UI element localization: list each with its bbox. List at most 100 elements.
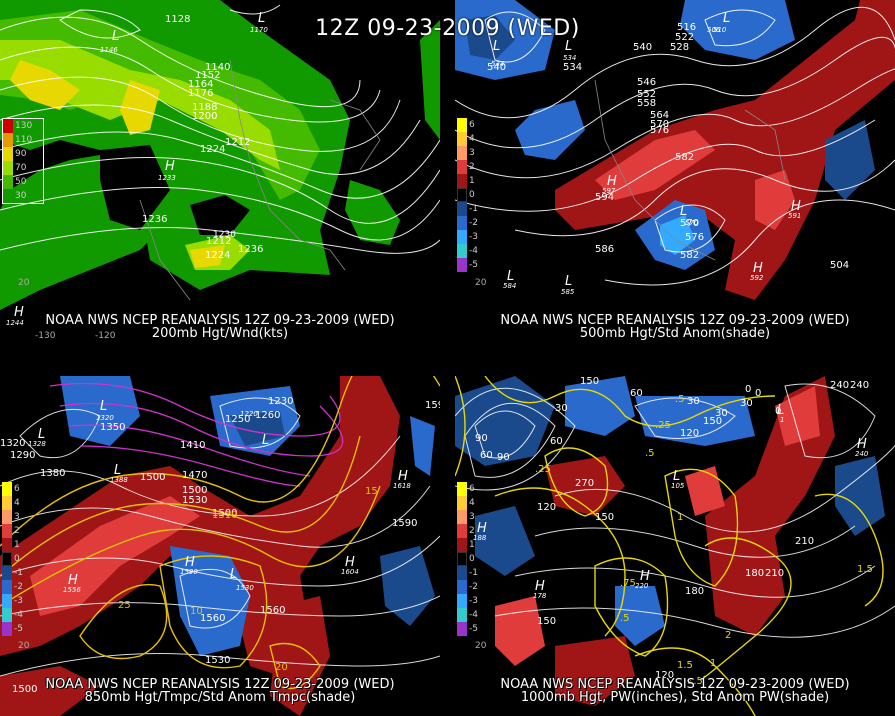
contour-label: 1590 (392, 518, 417, 529)
high-value: 178 (533, 592, 547, 600)
contour-label: 576 (685, 232, 704, 243)
contour-label: 60 (550, 436, 563, 447)
contour-label: 90 (497, 452, 510, 463)
map-850mb: 1470 1350 1320 1290 1380 1410 1470 1500 … (0, 376, 440, 716)
contour-label: 1230 (268, 396, 293, 407)
wind-shading (0, 0, 440, 310)
legend-item: 6 (2, 482, 42, 496)
low-marker: L (680, 204, 687, 219)
contour-label: 1152 (195, 70, 220, 81)
contour-label: 570 (650, 119, 669, 130)
coastlines (139, 59, 381, 301)
height-contours (455, 383, 895, 638)
coastlines (594, 79, 786, 261)
contour-label: 1212 (225, 137, 250, 148)
low-marker: L (114, 463, 121, 478)
contour-label: 528 (670, 42, 689, 53)
legend-item: 4 (457, 132, 497, 146)
longitude-label: -130 (35, 331, 56, 340)
contour-label: 1500 (12, 684, 37, 695)
legend-item: -1 (2, 566, 42, 580)
high-marker: H (640, 569, 650, 584)
contour-label: 90 (475, 433, 488, 444)
legend-item: 2 (457, 524, 497, 538)
contour-label: 150 (703, 416, 722, 427)
low-value: 1388 (110, 476, 128, 484)
low-value: 1 (780, 416, 784, 424)
contour-label: 1236 (142, 214, 167, 225)
legend-item: 4 (2, 496, 42, 510)
low-value: 105 (671, 482, 685, 490)
contour-label: 30 (740, 398, 753, 409)
legend-item: 1 (457, 174, 497, 188)
panel-1000mb: 180 150 90 60 30 60 0 30 0 120 150 180 2… (455, 376, 895, 716)
contour-label: 576 (650, 125, 669, 136)
contour-label: 270 (575, 478, 594, 489)
low-marker: L (673, 469, 680, 484)
panel-caption-line2: 1000mb Hgt, PW(inches), Std Anom PW(shad… (520, 690, 830, 705)
legend-item: 0 (457, 188, 497, 202)
low-marker: L (565, 39, 572, 54)
high-value: 240 (855, 450, 869, 458)
panel-500mb: 540 534 540 546 552 558 564 570 576 582 … (455, 0, 895, 340)
legend-item: -2 (457, 580, 497, 594)
legend-item: -5 (457, 258, 497, 272)
low-value: 1328 (28, 440, 46, 448)
pw-label: 1.5 (857, 564, 873, 575)
anomaly-legend: 6 4 3 2 1 0 -1 -2 -3 -4 -5 (2, 482, 42, 636)
legend-item: 2 (2, 524, 42, 538)
high-marker: H (165, 159, 175, 174)
high-value: 1604 (341, 568, 359, 576)
legend-item: 3 (457, 510, 497, 524)
contour-label: 1530 (205, 655, 230, 666)
contour-label: 1500 (212, 508, 237, 519)
contour-label: 540 (487, 62, 506, 73)
pw-label: .25 (535, 464, 551, 475)
contour-label: 30 (687, 396, 700, 407)
contour-label: 1470 (100, 376, 125, 379)
contour-label: 516 (677, 22, 696, 33)
contour-label: 180 (685, 586, 704, 597)
contour-label: 564 (650, 110, 669, 121)
contour-label: 546 (637, 77, 656, 88)
height-contours (0, 4, 440, 254)
high-marker: H (857, 437, 867, 452)
panel-caption-line1: NOAA NWS NCEP REANALYSIS 12Z 09-23-2009 … (45, 313, 395, 328)
latitude-label: 20 (18, 641, 30, 651)
contour-label: 240 (850, 380, 869, 391)
contour-label: 60 (480, 450, 493, 461)
low-value: 1220 (240, 410, 258, 418)
contour-label: 1510 (212, 510, 237, 521)
contour-label: 1224 (205, 250, 230, 261)
low-value: 534 (491, 60, 504, 68)
contour-label: 120 (680, 428, 699, 439)
legend-item: -1 (457, 566, 497, 580)
contour-label: 60 (630, 388, 643, 399)
contour-label: 1188 (192, 102, 217, 113)
temp-anomaly-contours (0, 376, 440, 690)
panel-caption-line1: NOAA NWS NCEP REANALYSIS 12Z 09-23-2009 … (500, 677, 850, 692)
contour-label: 1500 (140, 472, 165, 483)
low-marker: L (493, 39, 500, 54)
high-value: 597 (602, 187, 616, 195)
low-value: 506 (707, 26, 721, 34)
contour-label: 1560 (200, 613, 225, 624)
legend-item: 6 (457, 482, 497, 496)
contour-label: 0 (775, 406, 781, 417)
low-marker: L (777, 403, 784, 418)
panel-caption-line2: 850mb Hgt/Tmpc/Std Anom Tmpc(shade) (84, 690, 356, 705)
legend-item: 1 (2, 538, 42, 552)
contour-label: 180 (570, 376, 589, 379)
contour-label: 0 (745, 384, 751, 395)
legend-item: -3 (2, 594, 42, 608)
panel-caption-line2: 200mb Hgt/Wnd(kts) (151, 326, 289, 341)
high-marker: H (14, 305, 24, 320)
low-marker: L (230, 567, 237, 582)
contour-label: 1164 (188, 79, 213, 90)
contour-label: 180 (745, 568, 764, 579)
pw-contours (455, 376, 884, 716)
temp-label: 15 (365, 486, 378, 497)
latitude-label: 20 (18, 278, 30, 288)
height-contours (455, 6, 895, 286)
map-500mb: 540 534 540 546 552 558 564 570 576 582 … (455, 0, 895, 300)
